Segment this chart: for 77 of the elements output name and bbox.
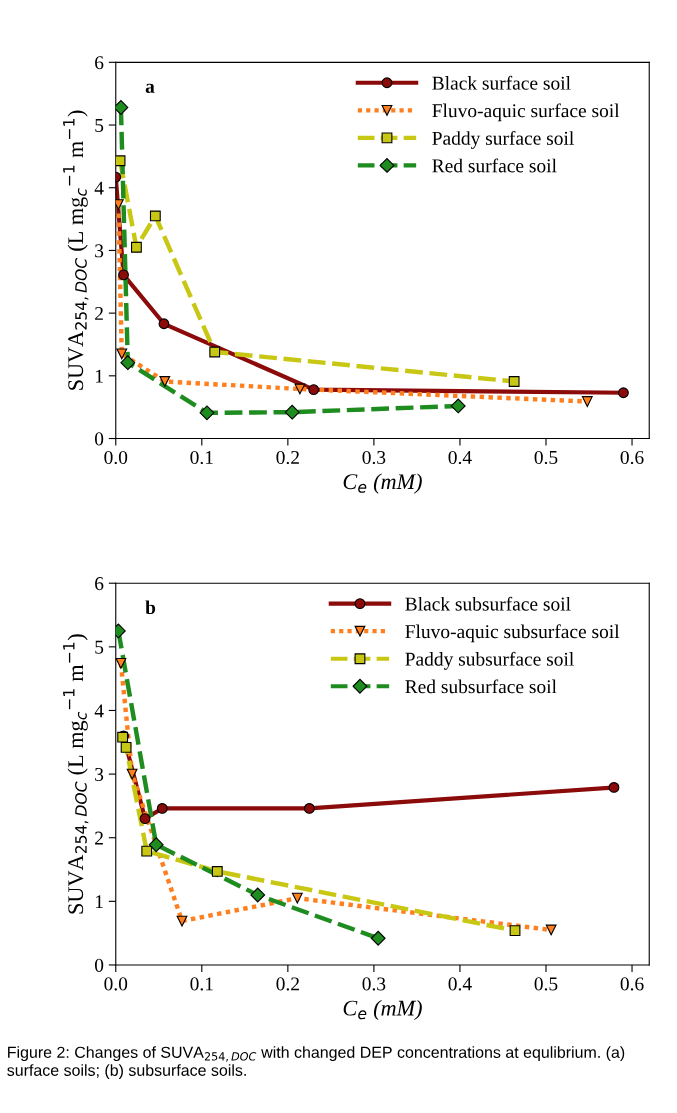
point (139, 813, 151, 825)
y-tick-label: 3 (95, 767, 104, 782)
caption: Figure 2: Changes of SUVA$_{254,DOC}$ with changed DEP concentrations at equlibrium. (a) surface soils; (b) subsurface soils. (7, 1046, 625, 1080)
point (581, 396, 593, 407)
point (120, 355, 136, 371)
x-tick-label: 0.6 (620, 450, 644, 465)
point (115, 657, 127, 669)
point (370, 930, 386, 946)
annotation: b (145, 600, 156, 615)
x-tick-label: 0.2 (276, 450, 299, 465)
y-tick-label: 6 (95, 56, 104, 70)
point (284, 404, 300, 420)
y-tick-label: 1 (95, 895, 103, 909)
point (148, 837, 164, 853)
point (291, 892, 303, 904)
x-axis-title: C$_{e}$ (mM) (343, 473, 422, 494)
point (508, 376, 520, 387)
y-tick-label: 1 (95, 369, 103, 383)
y-axis-title: SUVA$_{254,DOC}$ (L mg$_{c}$$^{−1}$ m$^{−1}$) (63, 110, 89, 390)
point (158, 318, 170, 330)
y-tick-label: 4 (94, 704, 104, 718)
x-tick-label: 0.4 (448, 450, 472, 465)
x-tick-label: 0.0 (104, 450, 128, 465)
y-tick-label: 6 (95, 577, 104, 591)
x-tick-label: 0.3 (362, 977, 386, 991)
point (115, 155, 126, 167)
legend-label: Fluvo-aquic surface soil (432, 103, 620, 122)
x-tick-label: 0.5 (534, 977, 558, 991)
point (308, 384, 320, 396)
y-tick-label: 4 (94, 181, 104, 195)
x-tick-label: 0.5 (534, 450, 558, 465)
point (608, 782, 620, 793)
y-tick-label: 2 (95, 306, 103, 320)
legend-label: Fluvo-aquic subsurface soil (405, 624, 620, 643)
x-axis-title: C$_{e}$ (mM) (343, 999, 422, 1021)
x-tick-label: 0.0 (104, 977, 128, 991)
x-tick-label: 0.4 (448, 977, 472, 991)
point (156, 803, 168, 814)
point (303, 803, 315, 814)
y-tick-label: 3 (95, 244, 104, 258)
y-tick-label: 5 (95, 640, 104, 654)
point (159, 376, 171, 387)
point (450, 398, 466, 414)
legend-label: Black surface soil (432, 75, 571, 90)
y-axis-title: SUVA$_{254,DOC}$ (L mg$_{c}$$^{−1}$ m$^{−1}$) (63, 634, 89, 914)
x-tick-label: 0.1 (190, 977, 213, 991)
point (141, 845, 153, 857)
point (118, 269, 129, 281)
x-tick-label: 0.2 (276, 977, 299, 991)
y-tick-label: 0 (94, 958, 104, 972)
y-tick-label: 0 (94, 432, 104, 446)
annotation: a (145, 83, 155, 93)
point (120, 741, 132, 753)
point (209, 346, 221, 358)
legend-label: Red subsurface soil (405, 679, 557, 694)
point (618, 387, 629, 399)
point (176, 915, 188, 927)
point (545, 924, 557, 936)
point (250, 887, 266, 903)
point (294, 383, 306, 395)
point (199, 405, 215, 421)
x-tick-label: 0.1 (190, 450, 213, 465)
point (116, 348, 128, 360)
point (211, 866, 223, 877)
point (115, 100, 129, 115)
legend-label: Paddy surface soil (432, 130, 574, 149)
legend-label: Black subsurface soil (405, 596, 571, 611)
x-tick-label: 0.3 (362, 450, 386, 465)
legend-label: Red surface soil (432, 158, 557, 173)
point (126, 768, 138, 780)
point (131, 241, 142, 253)
legend-label: Paddy subsurface soil (405, 651, 574, 670)
y-tick-label: 2 (95, 831, 103, 845)
point (149, 210, 161, 222)
point (509, 925, 521, 937)
y-tick-label: 5 (95, 119, 104, 132)
x-tick-label: 0.6 (620, 977, 644, 991)
